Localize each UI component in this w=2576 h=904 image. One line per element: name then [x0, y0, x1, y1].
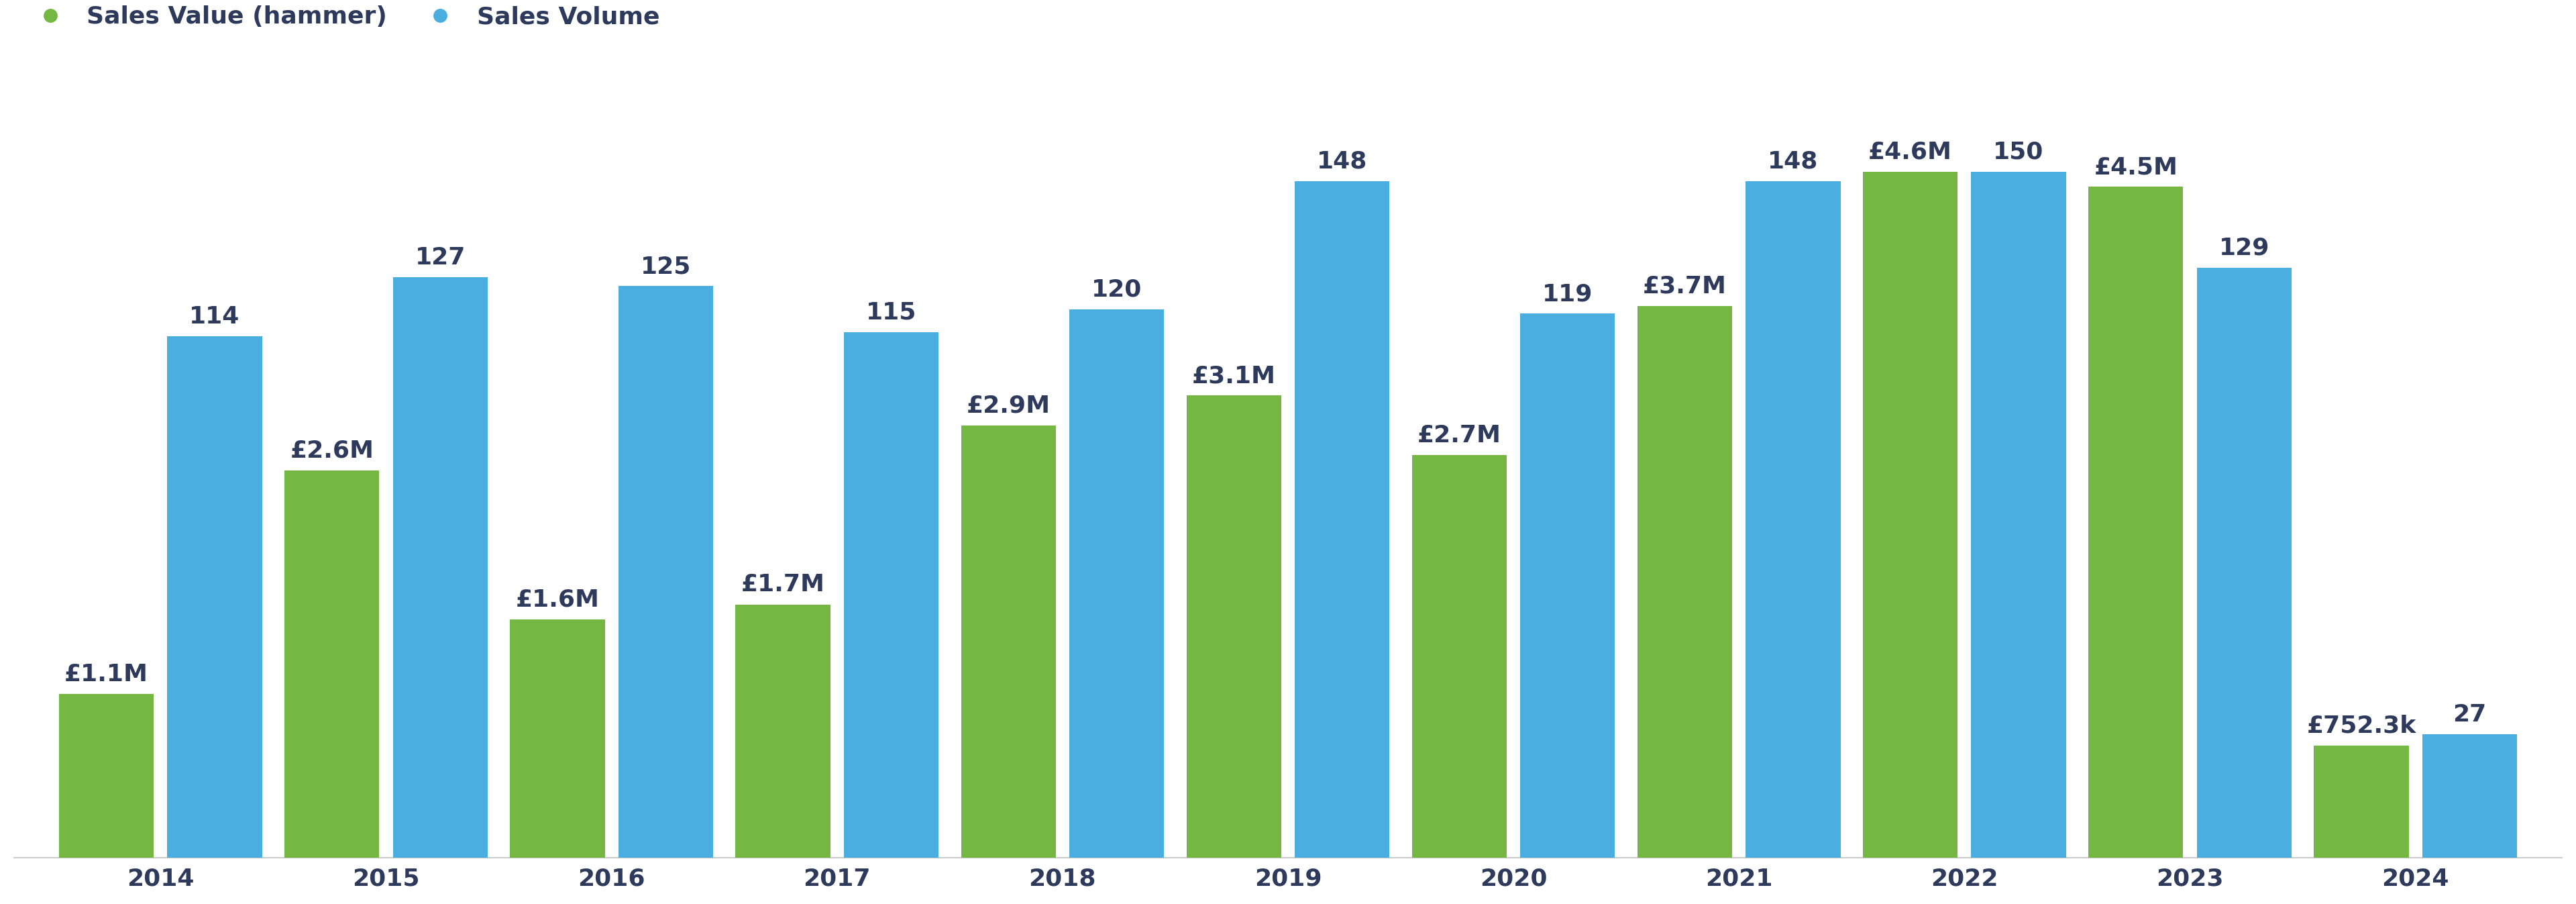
Text: £752.3k: £752.3k — [2306, 715, 2416, 738]
Text: 27: 27 — [2452, 703, 2486, 726]
Text: £2.7M: £2.7M — [1417, 424, 1502, 447]
Text: 127: 127 — [415, 246, 466, 268]
Text: £3.1M: £3.1M — [1193, 364, 1275, 387]
Bar — [2313, 746, 2409, 858]
Text: £1.1M: £1.1M — [64, 663, 149, 685]
Bar — [1971, 172, 2066, 858]
Bar — [167, 336, 263, 858]
Bar — [737, 605, 829, 858]
Text: 119: 119 — [1543, 283, 1592, 306]
Bar — [1862, 172, 1958, 858]
Text: 148: 148 — [1316, 150, 1368, 173]
Text: £3.7M: £3.7M — [1643, 275, 1726, 297]
Bar — [1747, 181, 1839, 858]
Bar — [283, 470, 379, 858]
Bar — [2421, 734, 2517, 858]
Text: 148: 148 — [1767, 150, 1819, 173]
Bar — [2197, 268, 2293, 858]
Bar — [2089, 187, 2184, 858]
Bar — [1412, 456, 1507, 858]
Bar — [392, 277, 487, 858]
Bar — [1069, 309, 1164, 858]
Text: £2.6M: £2.6M — [291, 439, 374, 462]
Text: £2.9M: £2.9M — [966, 394, 1051, 417]
Bar — [845, 332, 938, 858]
Bar — [1638, 306, 1731, 858]
Text: 120: 120 — [1092, 278, 1141, 301]
Bar — [510, 619, 605, 858]
Text: £1.7M: £1.7M — [742, 573, 824, 596]
Bar — [59, 694, 155, 858]
Text: £1.6M: £1.6M — [515, 589, 600, 611]
Text: 125: 125 — [641, 255, 690, 278]
Bar — [1296, 181, 1388, 858]
Bar — [618, 287, 714, 858]
Legend: Sales Value (hammer), Sales Volume: Sales Value (hammer), Sales Volume — [26, 5, 659, 28]
Text: 129: 129 — [2218, 237, 2269, 259]
Text: 150: 150 — [1994, 141, 2043, 164]
Text: 114: 114 — [191, 306, 240, 328]
Bar — [1188, 396, 1280, 858]
Bar — [961, 426, 1056, 858]
Text: 115: 115 — [866, 301, 917, 324]
Text: £4.6M: £4.6M — [1868, 141, 1953, 164]
Text: £4.5M: £4.5M — [2094, 155, 2177, 179]
Bar — [1520, 314, 1615, 858]
